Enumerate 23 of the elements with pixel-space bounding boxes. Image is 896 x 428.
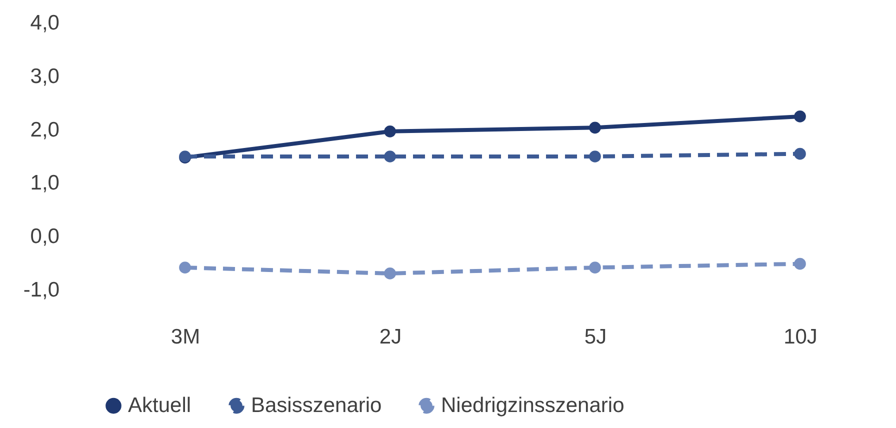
point [589,262,601,274]
y-tick-label: 0,0 [30,225,60,248]
point [794,110,806,122]
point [794,148,806,160]
y-tick-label: -1,0 [23,278,60,302]
x-tick-label: 2J [379,326,402,348]
point [794,258,806,270]
point [589,122,601,134]
point [384,150,396,162]
x-tick-label: 5J [584,326,607,348]
point [589,150,601,162]
point [179,262,191,274]
x-tick-label: 3M [170,326,200,348]
legend-label: Niedrigzinsszenario [441,394,624,417]
legend-label: Basisszenario [251,394,382,417]
y-tick-label: 1,0 [30,172,60,195]
legend-label: Aktuell [128,394,192,417]
point [384,268,396,280]
point [384,126,396,138]
y-tick-label: 4,0 [30,12,60,34]
y-tick-label: 3,0 [30,64,60,88]
y-tick-label: 2,0 [30,118,60,142]
x-tick-label: 10J [784,326,818,348]
